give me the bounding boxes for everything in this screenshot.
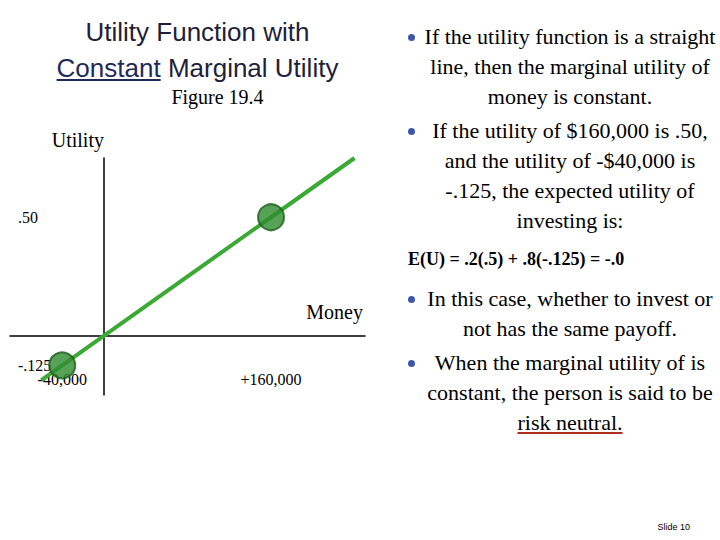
html-text:If the utility function is a s: If the utility function is a straight li… [424,24,716,109]
html-text:Constant Marginal Utility: Constant Marginal Utility [56,53,339,83]
html-text:In this case, whether to inves: In this case, whether to invest or not h… [427,286,713,341]
html-text:Slide 10: Slide 10 [657,522,690,532]
svg-text:Money: Money [306,301,363,324]
svg-text:Utility: Utility [52,130,104,152]
html-text:Utility Function with: Utility Function with [85,17,310,47]
html-text:E(U) = .2(.5) + .8(-.125) = -.: E(U) = .2(.5) + .8(-.125) = -.0 [408,249,625,269]
svg-text:-40,000: -40,000 [37,370,87,388]
svg-text:.50: .50 [18,209,38,226]
html-text:risk neutral.: risk neutral. [517,410,623,435]
svg-text:+160,000: +160,000 [241,371,302,388]
svg-text:-.125: -.125 [18,356,52,374]
html-text:If the utility of $160,000 is: If the utility of $160,000 is .50, and t… [432,118,708,233]
html-text:Figure 19.4: Figure 19.4 [171,86,264,108]
html-text:When the marginal utility of i: When the marginal utility of is constant… [427,350,713,405]
